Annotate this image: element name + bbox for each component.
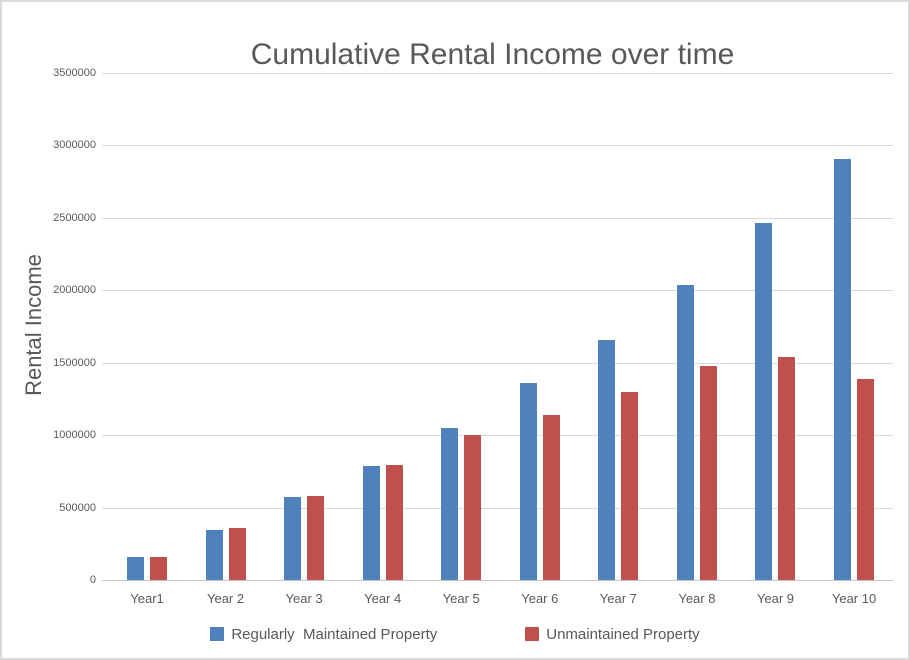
- x-tick-label: Year 3: [285, 591, 323, 606]
- legend-swatch-unmaintained: [525, 627, 540, 641]
- bar-unmaintained-year-5: [464, 434, 482, 581]
- bar-maintained-year-6: [519, 383, 537, 581]
- bar-unmaintained-year-8: [699, 366, 717, 581]
- bar-unmaintained-year-1: [150, 557, 167, 581]
- y-tick-label: 1500000: [53, 356, 96, 369]
- gridline: [102, 217, 893, 219]
- gridline: [102, 145, 893, 147]
- x-tick-label: Year 7: [599, 591, 637, 606]
- bar-maintained-year-5: [441, 427, 459, 581]
- legend: Regularly Maintained Property Unmaintaine…: [2, 622, 908, 646]
- bar-unmaintained-year-9: [778, 357, 796, 581]
- y-tick-label: 2500000: [53, 211, 96, 224]
- x-tick-label: Year 8: [678, 591, 716, 606]
- bar-unmaintained-year-6: [542, 414, 560, 581]
- x-tick-label: Year 6: [521, 591, 559, 606]
- y-tick-label: 2000000: [53, 284, 96, 297]
- bar-unmaintained-year-10: [857, 379, 875, 581]
- legend-item-unmaintained: Unmaintained Property: [525, 625, 700, 643]
- y-tick-label: 3500000: [53, 67, 96, 79]
- bar-maintained-year-8: [676, 284, 694, 581]
- y-tick-label: 1000000: [53, 429, 96, 442]
- bar-maintained-year-10: [834, 158, 852, 581]
- y-tick-label: 3000000: [53, 139, 96, 152]
- x-tick-label: Year1: [130, 591, 164, 606]
- x-axis-line: [102, 580, 893, 581]
- bar-maintained-year-1: [127, 557, 144, 581]
- x-tick-label: Year 10: [831, 591, 877, 606]
- chart-title: Cumulative Rental Income over time: [250, 38, 735, 71]
- x-tick-label: Year 9: [756, 591, 795, 606]
- gridline: [102, 435, 893, 437]
- gridline: [102, 290, 893, 292]
- legend-label: Regularly Maintained Property: [231, 625, 438, 643]
- bar-maintained-year-4: [362, 466, 380, 581]
- bar-unmaintained-year-2: [228, 528, 246, 581]
- bar-unmaintained-year-4: [385, 465, 403, 581]
- x-tick-label: Year 4: [364, 591, 402, 606]
- bar-maintained-year-7: [598, 340, 616, 581]
- gridline: [102, 507, 893, 509]
- legend-item-maintained: Regularly Maintained Property: [210, 626, 437, 643]
- gridline: [102, 73, 893, 74]
- bar-maintained-year-3: [284, 497, 302, 581]
- y-tick-label: 500000: [59, 501, 96, 514]
- bar-unmaintained-year-3: [307, 496, 325, 581]
- legend-label: Unmaintained Property: [546, 625, 700, 643]
- legend-swatch-maintained: [210, 627, 225, 641]
- x-tick-label: Year 5: [442, 591, 480, 606]
- bar-maintained-year-9: [755, 222, 773, 581]
- y-tick-label: 0: [89, 574, 96, 586]
- gridline: [102, 362, 893, 364]
- bar-unmaintained-year-7: [621, 392, 639, 581]
- x-tick-label: Year 2: [206, 591, 245, 606]
- bar-maintained-year-2: [205, 529, 223, 581]
- y-axis-title: Rental Income: [21, 254, 46, 396]
